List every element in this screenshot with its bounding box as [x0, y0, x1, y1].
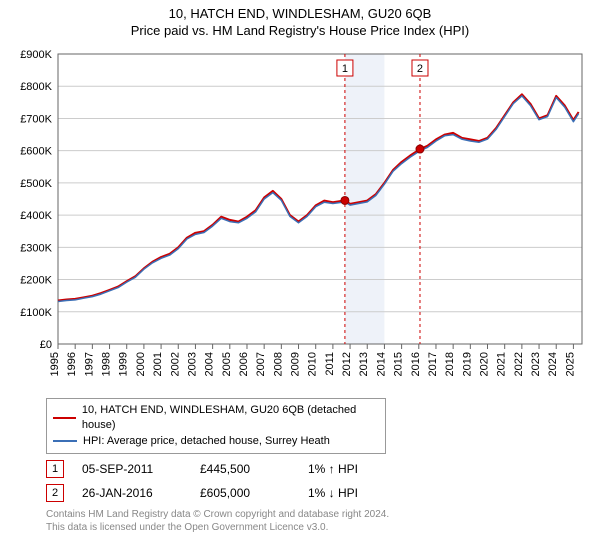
chart-container: 10, HATCH END, WINDLESHAM, GU20 6QB Pric…	[0, 0, 600, 560]
chart-plot: £0 £100K £200K £300K £400K £500K £600K £700K £80…	[10, 44, 590, 394]
legend-label: 10, HATCH END, WINDLESHAM, GU20 6QB (det…	[82, 403, 379, 434]
transaction-date: 05-SEP-2011	[82, 462, 182, 476]
svg-text:2001: 2001	[152, 352, 164, 376]
svg-text:£100K: £100K	[20, 307, 52, 319]
legend: 10, HATCH END, WINDLESHAM, GU20 6QB (det…	[46, 398, 386, 454]
svg-text:£400K: £400K	[20, 210, 52, 222]
svg-text:2017: 2017	[427, 352, 439, 376]
svg-text:2023: 2023	[530, 352, 542, 376]
svg-text:2016: 2016	[410, 352, 422, 376]
legend-item: HPI: Average price, detached house, Surr…	[53, 434, 379, 449]
svg-text:1997: 1997	[83, 352, 95, 376]
svg-text:2025: 2025	[564, 352, 576, 376]
svg-text:2021: 2021	[496, 352, 508, 376]
svg-text:2012: 2012	[341, 352, 353, 376]
svg-text:2000: 2000	[135, 352, 147, 376]
svg-text:2007: 2007	[255, 352, 267, 376]
svg-text:2005: 2005	[221, 352, 233, 376]
legend-label: HPI: Average price, detached house, Surr…	[83, 434, 330, 449]
svg-text:£700K: £700K	[20, 113, 52, 125]
svg-text:2013: 2013	[358, 352, 370, 376]
transactions-list: 1 05-SEP-2011 £445,500 1% ↑ HPI 2 26-JAN-2016…	[46, 460, 588, 502]
footer-line: This data is licensed under the Open Gov…	[46, 521, 588, 534]
chart-title: 10, HATCH END, WINDLESHAM, GU20 6QB	[10, 6, 590, 23]
svg-text:2015: 2015	[393, 352, 405, 376]
svg-text:2022: 2022	[513, 352, 525, 376]
svg-text:2020: 2020	[479, 352, 491, 376]
svg-text:£200K: £200K	[20, 274, 52, 286]
svg-text:2024: 2024	[547, 352, 559, 376]
transaction-hpi-delta: 1% ↓ HPI	[308, 486, 388, 500]
transaction-price: £445,500	[200, 462, 290, 476]
transaction-row: 2 26-JAN-2016 £605,000 1% ↓ HPI	[46, 484, 588, 502]
transaction-date: 26-JAN-2016	[82, 486, 182, 500]
svg-text:2004: 2004	[204, 352, 216, 376]
svg-text:1996: 1996	[66, 352, 78, 376]
transaction-marker: 1	[46, 460, 64, 478]
svg-text:£0: £0	[40, 339, 52, 351]
svg-text:2009: 2009	[290, 352, 302, 376]
svg-text:2019: 2019	[461, 352, 473, 376]
svg-text:£500K: £500K	[20, 178, 52, 190]
svg-text:£800K: £800K	[20, 81, 52, 93]
line-chart-svg: £0 £100K £200K £300K £400K £500K £600K £700K £80…	[10, 44, 590, 394]
transaction-marker: 2	[46, 484, 64, 502]
svg-text:2018: 2018	[444, 352, 456, 376]
svg-text:1: 1	[342, 63, 348, 75]
svg-text:2010: 2010	[307, 352, 319, 376]
svg-text:2011: 2011	[324, 352, 336, 376]
svg-text:2006: 2006	[238, 352, 250, 376]
chart-subtitle: Price paid vs. HM Land Registry's House …	[10, 23, 590, 40]
svg-text:£300K: £300K	[20, 242, 52, 254]
svg-text:1995: 1995	[49, 352, 61, 376]
legend-item: 10, HATCH END, WINDLESHAM, GU20 6QB (det…	[53, 403, 379, 434]
transaction-row: 1 05-SEP-2011 £445,500 1% ↑ HPI	[46, 460, 588, 478]
svg-text:1998: 1998	[101, 352, 113, 376]
svg-text:2008: 2008	[272, 352, 284, 376]
svg-text:2014: 2014	[375, 352, 387, 376]
svg-text:2003: 2003	[186, 352, 198, 376]
footer-attribution: Contains HM Land Registry data © Crown c…	[46, 508, 588, 534]
footer-line: Contains HM Land Registry data © Crown c…	[46, 508, 588, 521]
transaction-price: £605,000	[200, 486, 290, 500]
svg-text:£600K: £600K	[20, 145, 52, 157]
svg-text:1999: 1999	[118, 352, 130, 376]
transaction-hpi-delta: 1% ↑ HPI	[308, 462, 388, 476]
svg-text:2: 2	[417, 63, 423, 75]
svg-text:2002: 2002	[169, 352, 181, 376]
legend-swatch	[53, 440, 77, 442]
svg-text:£900K: £900K	[20, 49, 52, 61]
legend-swatch	[53, 417, 76, 419]
